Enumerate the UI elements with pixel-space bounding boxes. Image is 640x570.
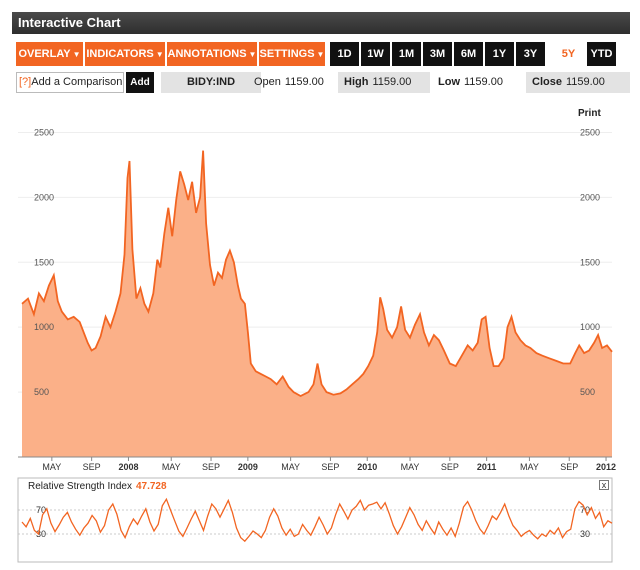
overlay-menu-label: OVERLAY xyxy=(18,48,71,60)
x-tick-label: MAY xyxy=(162,462,181,472)
high-value: 1159.00 xyxy=(372,76,412,88)
x-tick-label: MAY xyxy=(401,462,420,472)
quote-info-row: [?]Add a Comparison Add BIDY:IND Open 115… xyxy=(16,72,630,94)
ticker-symbol: BIDY:IND xyxy=(161,72,261,93)
x-tick-label: SEP xyxy=(560,462,578,472)
y-tick-label-right: 2000 xyxy=(580,192,600,202)
overlay-menu-button[interactable]: OVERLAY ▼ xyxy=(16,42,83,66)
y-tick-label-left: 2500 xyxy=(34,127,54,137)
range-6m-button[interactable]: 6M xyxy=(454,42,483,66)
price-line xyxy=(21,150,613,398)
y-tick-label-right: 1500 xyxy=(580,257,600,267)
range-5y-button[interactable]: 5Y xyxy=(554,42,583,66)
rsi-panel-border xyxy=(17,477,613,563)
add-comparison-button[interactable]: Add xyxy=(126,72,154,93)
y-tick-label-right: 2500 xyxy=(580,127,600,137)
settings-menu-label: SETTINGS xyxy=(259,48,315,60)
x-tick-label: MAY xyxy=(520,462,539,472)
x-tick-label: 2008 xyxy=(118,462,138,472)
caret-down-icon: ▼ xyxy=(155,50,164,59)
rsi-value: 47.728 xyxy=(135,481,167,492)
high-stat: High 1159.00 xyxy=(338,72,430,93)
add-comparison-input[interactable]: [?]Add a Comparison xyxy=(16,72,124,93)
low-stat: Low 1159.00 xyxy=(432,72,522,93)
add-comparison-placeholder: Add a Comparison xyxy=(31,76,123,88)
y-tick-label-left: 1000 xyxy=(34,322,54,332)
rsi-title: Relative Strength Index 47.728 xyxy=(28,481,167,492)
y-tick-label-right: 500 xyxy=(580,387,595,397)
rsi-level-label-left: 30 xyxy=(36,529,46,539)
annotations-menu-button[interactable]: ANNOTATIONS ▼ xyxy=(167,42,257,66)
range-1w-button[interactable]: 1W xyxy=(361,42,390,66)
annotations-menu-label: ANNOTATIONS xyxy=(167,48,247,60)
x-tick-label: MAY xyxy=(281,462,300,472)
x-tick-label: 2010 xyxy=(357,462,377,472)
y-axis-labels: 500 500 1000 1000 1500 1500 2000 2000 2500 2500 xyxy=(34,127,600,397)
rsi-label-text: Relative Strength Index xyxy=(28,481,132,492)
x-tick-label: SEP xyxy=(321,462,339,472)
help-icon[interactable]: [?] xyxy=(19,76,32,88)
settings-menu-button[interactable]: SETTINGS ▼ xyxy=(259,42,325,66)
x-tick-label: 2012 xyxy=(596,462,616,472)
x-tick-label: MAY xyxy=(42,462,61,472)
range-1y-button[interactable]: 1Y xyxy=(485,42,514,66)
rsi-line xyxy=(21,497,613,543)
x-tick-label: 2009 xyxy=(238,462,258,472)
open-stat: Open 1159.00 xyxy=(248,72,334,93)
range-ytd-button[interactable]: YTD xyxy=(587,42,616,66)
low-value: 1159.00 xyxy=(464,76,503,88)
low-label: Low xyxy=(438,76,460,88)
price-area xyxy=(22,150,612,457)
caret-down-icon: ▼ xyxy=(72,50,81,59)
range-3y-button[interactable]: 3Y xyxy=(516,42,545,66)
close-value: 1159.00 xyxy=(565,76,605,88)
caret-down-icon: ▼ xyxy=(248,50,257,59)
rsi-level-label-left: 70 xyxy=(36,505,46,515)
range-1m-button[interactable]: 1M xyxy=(392,42,421,66)
x-tick-label: SEP xyxy=(441,462,459,472)
caret-down-icon: ▼ xyxy=(316,50,325,59)
chart-toolbar: OVERLAY ▼ INDICATORS ▼ ANNOTATIONS ▼ SETTIN… xyxy=(16,42,630,66)
open-label: Open xyxy=(254,76,281,88)
y-tick-label-left: 2000 xyxy=(34,192,54,202)
high-label: High xyxy=(344,76,369,88)
close-rsi-icon[interactable]: x xyxy=(599,480,609,490)
x-tick-label: SEP xyxy=(83,462,101,472)
rsi-level-label-right: 30 xyxy=(580,529,590,539)
y-tick-label-left: 500 xyxy=(34,387,49,397)
y-tick-label-left: 1500 xyxy=(34,257,54,267)
open-value: 1159.00 xyxy=(284,76,324,88)
indicators-menu-button[interactable]: INDICATORS ▼ xyxy=(85,42,165,66)
close-label: Close xyxy=(532,76,562,88)
y-tick-label-right: 1000 xyxy=(580,322,600,332)
indicators-menu-label: INDICATORS xyxy=(86,48,154,60)
x-tick-label: 2011 xyxy=(477,462,497,472)
x-axis-labels: MAY SEP 2008 MAY SEP 2009 MAY SEP 2010 MAY SEP 2011… xyxy=(42,457,616,472)
range-1d-button[interactable]: 1D xyxy=(330,42,359,66)
window-title: Interactive Chart xyxy=(12,12,630,34)
range-3m-button[interactable]: 3M xyxy=(423,42,452,66)
print-link[interactable]: Print xyxy=(578,108,601,119)
close-stat: Close 1159.00 xyxy=(526,72,630,93)
x-tick-label: SEP xyxy=(202,462,220,472)
